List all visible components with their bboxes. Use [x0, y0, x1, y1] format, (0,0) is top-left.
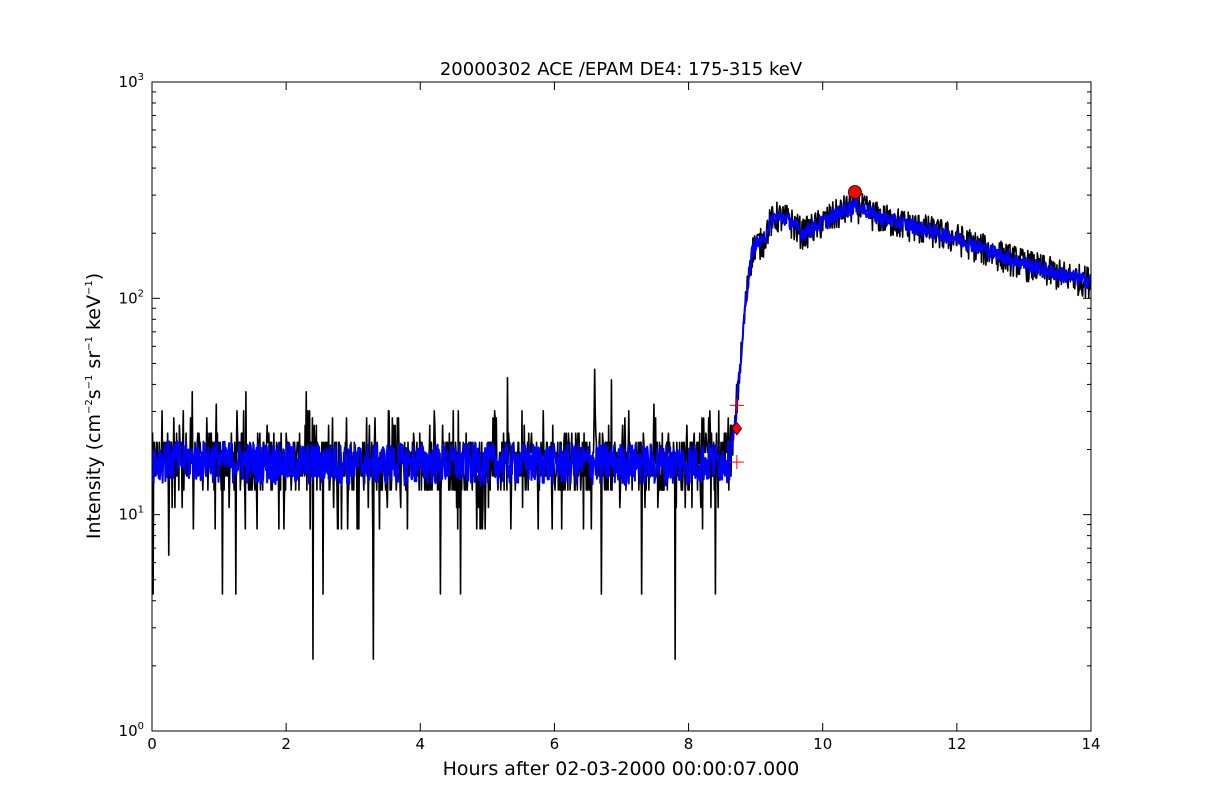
- data-layer: [152, 190, 1091, 660]
- x-tick-label: 8: [684, 735, 694, 753]
- peak-marker: [848, 185, 862, 199]
- x-tick-label: 0: [147, 735, 157, 753]
- x-tick-label: 6: [550, 735, 560, 753]
- x-tick-label: 2: [281, 735, 291, 753]
- onset-marker: [731, 421, 743, 436]
- x-tick-label: 4: [416, 735, 426, 753]
- y-tick-label: 100: [119, 721, 144, 740]
- x-tick-label: 12: [947, 735, 966, 753]
- plot-area: [151, 81, 1092, 732]
- y-tick-label: 101: [119, 505, 144, 524]
- x-axis: 0 2 4 6 8 10 12 14: [147, 82, 1101, 753]
- series-line-smoothed-intensity: [152, 197, 1091, 487]
- x-tick-label: 14: [1081, 735, 1100, 753]
- plot-frame: [151, 81, 1092, 732]
- y-tick-label: 103: [119, 72, 144, 91]
- y-axis: 100 101 102 103: [119, 72, 1091, 740]
- y-tick-label: 102: [119, 288, 144, 307]
- chart-title: 20000302 ACE /EPAM DE4: 175-315 keV: [440, 59, 803, 80]
- marker-layer: [729, 185, 862, 470]
- onset-bound-marker: [729, 398, 744, 413]
- x-tick-label: 10: [813, 735, 832, 753]
- onset-bound-marker: [729, 455, 744, 470]
- x-axis-label: Hours after 02-03-2000 00:00:07.000: [443, 758, 800, 780]
- y-axis-label: Intensity (cm−2s−1 sr−1 keV−1): [83, 273, 105, 539]
